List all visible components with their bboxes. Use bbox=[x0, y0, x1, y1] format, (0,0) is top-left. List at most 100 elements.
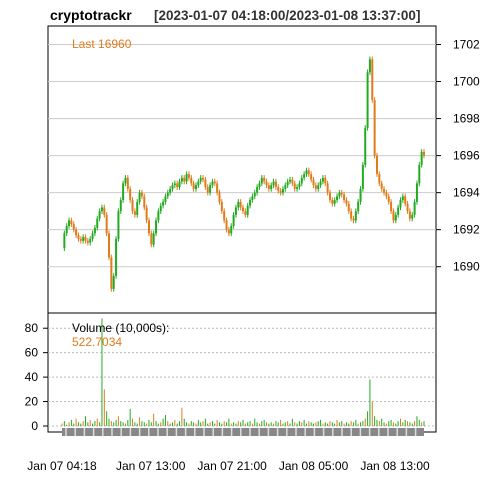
x-tick-label: Jan 07 21:00 bbox=[197, 459, 267, 473]
price-candle bbox=[150, 233, 153, 245]
price-candle bbox=[350, 211, 353, 219]
price-candle bbox=[164, 196, 167, 202]
price-candle bbox=[147, 220, 150, 234]
price-candle bbox=[162, 201, 165, 206]
price-candle bbox=[253, 192, 256, 197]
price-candle bbox=[155, 220, 158, 234]
price-candle bbox=[270, 185, 273, 189]
x-tick-label: Jan 07 04:18 bbox=[27, 459, 97, 473]
price-candle bbox=[343, 194, 346, 201]
x-tick-label: Jan 08 13:00 bbox=[360, 459, 430, 473]
price-candle bbox=[399, 200, 402, 208]
price-candle bbox=[192, 183, 195, 189]
price-candle bbox=[218, 192, 221, 202]
price-candle bbox=[91, 233, 94, 239]
price-candle bbox=[138, 192, 141, 202]
price-candle bbox=[209, 185, 212, 193]
volume-gridlines bbox=[48, 327, 436, 427]
price-candle bbox=[411, 214, 414, 219]
price-candle bbox=[171, 185, 174, 189]
x-tick-label: Jan 07 13:00 bbox=[116, 459, 186, 473]
price-candle bbox=[279, 190, 282, 193]
price-candle bbox=[110, 257, 113, 289]
price-candle bbox=[366, 72, 369, 128]
volume-tick-label: 60 bbox=[25, 346, 39, 360]
volume-tick-label: 40 bbox=[25, 370, 39, 384]
price-candle bbox=[258, 183, 261, 188]
price-tick-label: 16900 bbox=[453, 260, 480, 274]
price-candle bbox=[105, 214, 108, 234]
price-candle bbox=[272, 181, 275, 186]
x-axis-strip bbox=[62, 428, 424, 436]
price-candle bbox=[385, 192, 388, 197]
price-candle bbox=[251, 196, 254, 201]
x-axis-band bbox=[62, 428, 424, 436]
price-candle bbox=[404, 196, 407, 204]
price-candle bbox=[230, 225, 233, 234]
price-candle bbox=[140, 192, 143, 197]
last-price-label: Last 16960 bbox=[72, 37, 132, 51]
price-candle bbox=[354, 211, 357, 221]
price-tick-label: 16980 bbox=[453, 112, 480, 126]
price-candle bbox=[126, 177, 129, 189]
price-candle bbox=[319, 181, 322, 186]
chart-title: cryptotrackr bbox=[50, 7, 132, 23]
price-candle bbox=[223, 211, 226, 221]
volume-label: Volume (10,000s): bbox=[72, 321, 169, 335]
price-candle bbox=[112, 275, 115, 289]
price-candle bbox=[387, 196, 390, 202]
price-candle bbox=[328, 192, 331, 201]
volume-y-axis: 0 20 40 60 80 bbox=[25, 321, 48, 433]
price-candle bbox=[183, 177, 186, 182]
price-candle bbox=[63, 233, 66, 249]
price-tick-label: 16920 bbox=[453, 223, 480, 237]
price-candle bbox=[368, 59, 371, 73]
price-candle bbox=[199, 177, 202, 182]
price-candle bbox=[284, 185, 287, 189]
price-candle bbox=[96, 218, 99, 228]
price-candle bbox=[157, 211, 160, 221]
price-candle bbox=[296, 187, 299, 189]
date-range: [2023-01-07 04:18:00/2023-01-08 13:37:00… bbox=[154, 8, 420, 23]
price-candle bbox=[84, 237, 87, 241]
price-candle bbox=[406, 203, 409, 212]
price-candle bbox=[115, 238, 118, 276]
price-candle bbox=[129, 188, 132, 201]
price-candle bbox=[359, 188, 362, 202]
price-candle bbox=[423, 151, 425, 156]
price-candle bbox=[89, 238, 92, 243]
price-candle bbox=[392, 211, 395, 221]
price-candle bbox=[364, 127, 367, 165]
price-candle bbox=[202, 177, 205, 180]
price-candle bbox=[289, 179, 292, 182]
price-candle bbox=[390, 201, 393, 212]
price-candle bbox=[352, 218, 355, 221]
price-tick-label: 17000 bbox=[453, 75, 480, 89]
price-candle bbox=[394, 214, 397, 221]
price-candle bbox=[303, 174, 306, 178]
price-candle bbox=[166, 192, 169, 197]
price-candle bbox=[293, 183, 296, 189]
price-candle bbox=[347, 203, 350, 212]
price-candle bbox=[265, 181, 268, 186]
price-candle bbox=[145, 207, 148, 221]
price-candle bbox=[249, 200, 252, 206]
price-candle bbox=[345, 200, 348, 204]
price-candle bbox=[375, 155, 378, 175]
price-candle bbox=[378, 174, 381, 184]
price-candle bbox=[152, 233, 155, 245]
price-candle bbox=[371, 59, 374, 101]
price-candle bbox=[204, 179, 207, 188]
price-candle bbox=[169, 188, 172, 193]
price-candle bbox=[176, 183, 179, 188]
price-candle bbox=[211, 181, 214, 186]
price-candle bbox=[197, 181, 200, 186]
price-candle bbox=[397, 207, 400, 215]
price-candle bbox=[180, 177, 183, 182]
price-candle bbox=[234, 207, 237, 215]
price-candle bbox=[93, 227, 96, 234]
price-candle bbox=[256, 187, 259, 193]
volume-tick-label: 0 bbox=[31, 419, 38, 433]
